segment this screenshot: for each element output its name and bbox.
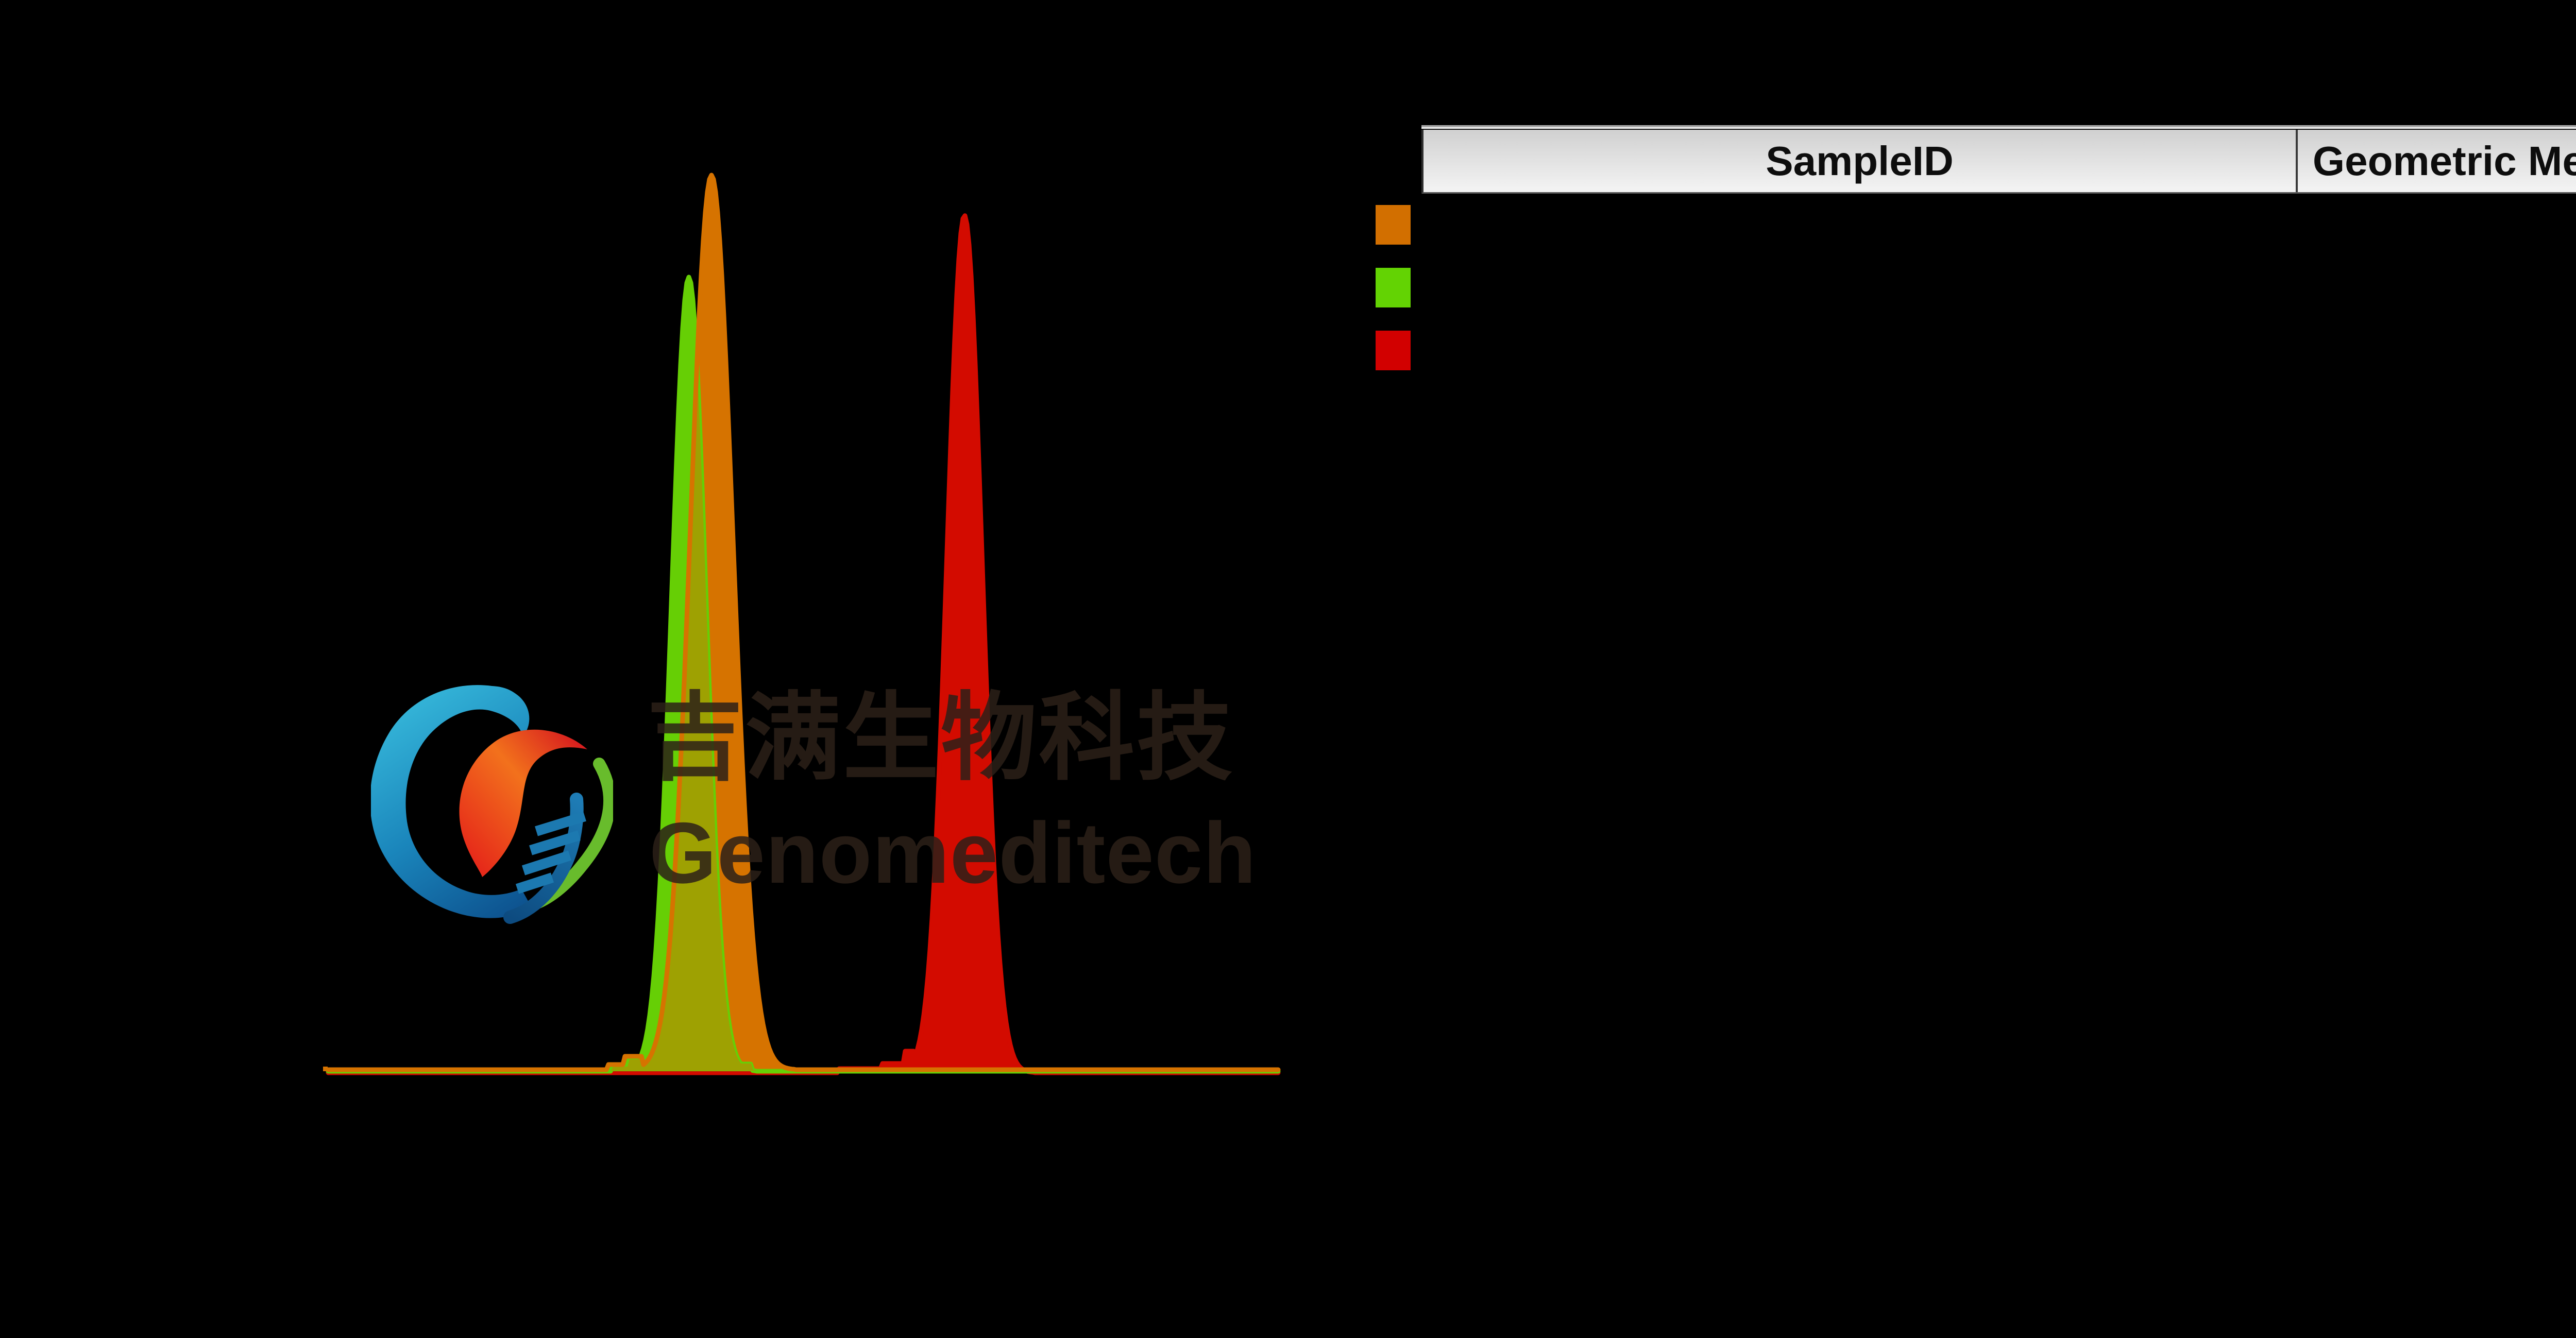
watermark-company-name-en: Genomeditech [649,804,1257,901]
histogram-fill-orange [328,175,1278,1070]
table-top-highlight-line [1421,125,2576,127]
table-top-light-line [1421,127,2576,129]
legend-swatch-red [1376,331,1411,370]
column-header-sampleid: SampleID [1766,138,1954,184]
genomeditech-logo [371,685,613,924]
column-header-geometric-mean: Geometric Mean : FL11-H [2312,138,2576,184]
histogram-overlap-region [592,375,788,1071]
axis-start-speck [323,1067,328,1071]
column-divider [2296,130,2298,192]
results-table: SampleID Geometric Mean : FL11-H [1421,125,2576,194]
table-header-row: SampleID Geometric Mean : FL11-H [1421,130,2576,194]
watermark-company-name-cn: 吉满生物科技 [647,682,1235,794]
logo-blue-swirl [371,685,532,918]
logo-dna-rungs [515,811,586,894]
histogram-curve-green [326,275,1281,1074]
table-top-dark-line [1421,129,2576,130]
legend-swatch-orange [1376,205,1411,245]
histogram-curve-red [326,213,1281,1075]
logo-red-flame [459,729,587,877]
histogram-curve-orange [326,173,1281,1072]
legend-swatch-green [1376,268,1411,307]
